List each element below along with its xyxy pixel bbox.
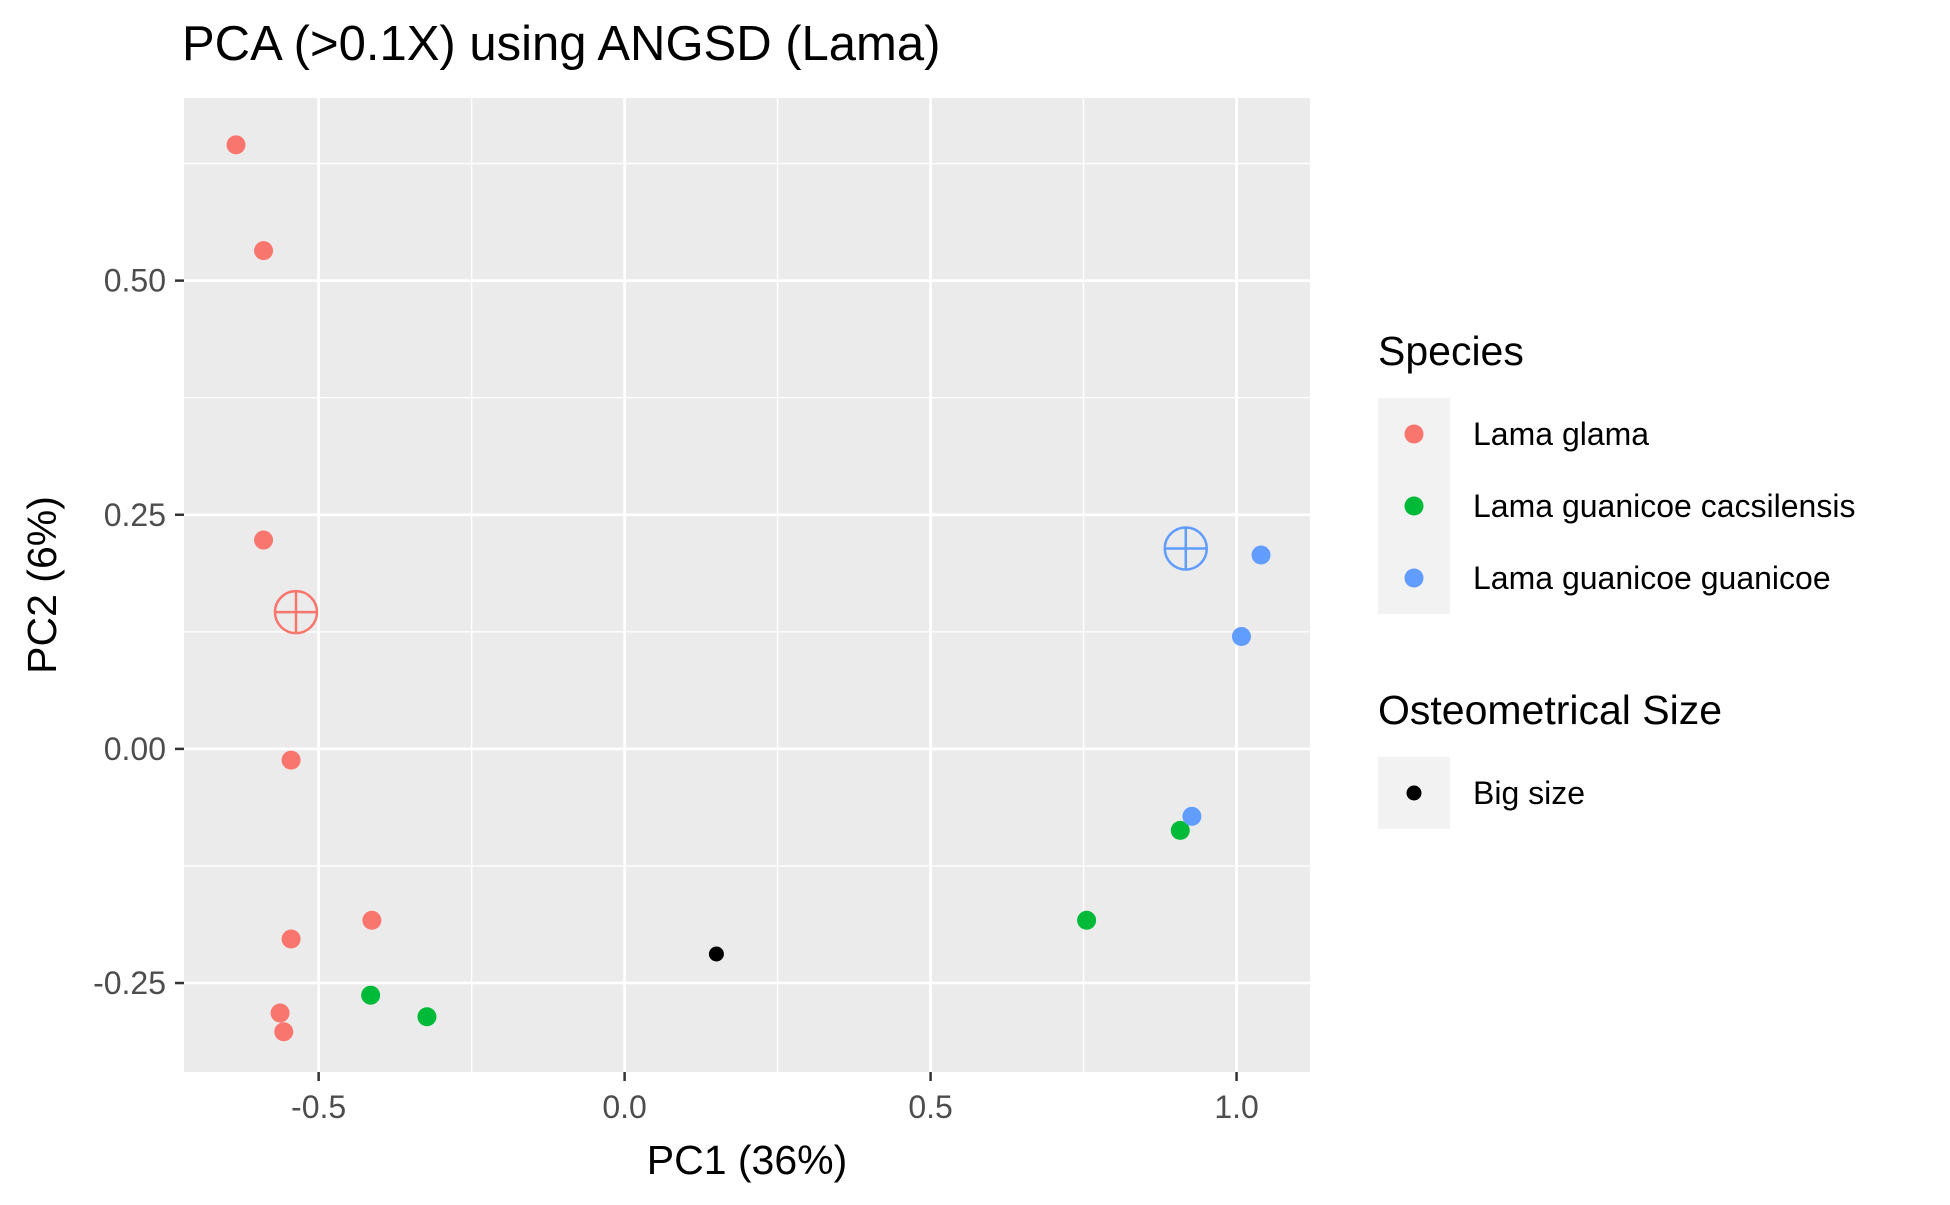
- y-axis: -0.25 0.00 0.25 0.50: [93, 263, 184, 1001]
- x-tick-label: -0.5: [291, 1089, 346, 1125]
- legend-title: Species: [1378, 328, 1524, 374]
- legend-title: Osteometrical Size: [1378, 687, 1722, 733]
- x-tick-label: 0.0: [602, 1089, 646, 1125]
- data-point: [1077, 910, 1097, 930]
- data-point: [1231, 627, 1251, 647]
- y-tick-label: -0.25: [93, 965, 166, 1001]
- x-axis: -0.5 0.0 0.5 1.0: [291, 1072, 1259, 1125]
- data-points: [226, 135, 1271, 1042]
- minor-gridlines: [184, 98, 1310, 1072]
- y-tick-label: 0.50: [104, 263, 166, 299]
- x-tick-label: 1.0: [1214, 1089, 1258, 1125]
- x-axis-label: PC1 (36%): [647, 1137, 848, 1183]
- data-point: [254, 530, 274, 550]
- legend: Species Lama glama Lama guanicoe cacsilens…: [1378, 328, 1855, 829]
- legend-key: [1404, 496, 1424, 516]
- data-point: [270, 1003, 290, 1023]
- centroid-marker: [1163, 526, 1209, 571]
- data-point: [1182, 806, 1202, 826]
- legend-key: [1404, 568, 1424, 588]
- legend-label: Lama glama: [1473, 416, 1649, 452]
- y-axis-label: PC2 (6%): [19, 496, 65, 674]
- data-point: [417, 1007, 437, 1027]
- y-tick-label: 0.25: [104, 497, 166, 533]
- data-point: [362, 910, 382, 930]
- centroid-marker: [273, 589, 319, 635]
- plot-panel: [184, 98, 1310, 1072]
- data-point: [254, 241, 274, 261]
- data-point: [708, 946, 724, 962]
- data-point: [1170, 820, 1190, 840]
- legend-label: Lama guanicoe guanicoe: [1473, 560, 1831, 596]
- major-gridlines: [184, 98, 1310, 1072]
- data-point: [1251, 545, 1271, 565]
- y-tick-label: 0.00: [104, 731, 166, 767]
- data-point: [281, 750, 301, 770]
- data-point: [226, 135, 246, 155]
- data-point: [361, 985, 381, 1005]
- x-tick-label: 0.5: [908, 1089, 952, 1125]
- data-point: [274, 1022, 294, 1042]
- legend-label: Lama guanicoe cacsilensis: [1473, 488, 1855, 524]
- data-point: [281, 929, 301, 949]
- legend-key: [1406, 785, 1422, 801]
- legend-label: Big size: [1473, 775, 1585, 811]
- chart-title: PCA (>0.1X) using ANGSD (Lama): [182, 17, 940, 71]
- legend-key: [1404, 424, 1424, 444]
